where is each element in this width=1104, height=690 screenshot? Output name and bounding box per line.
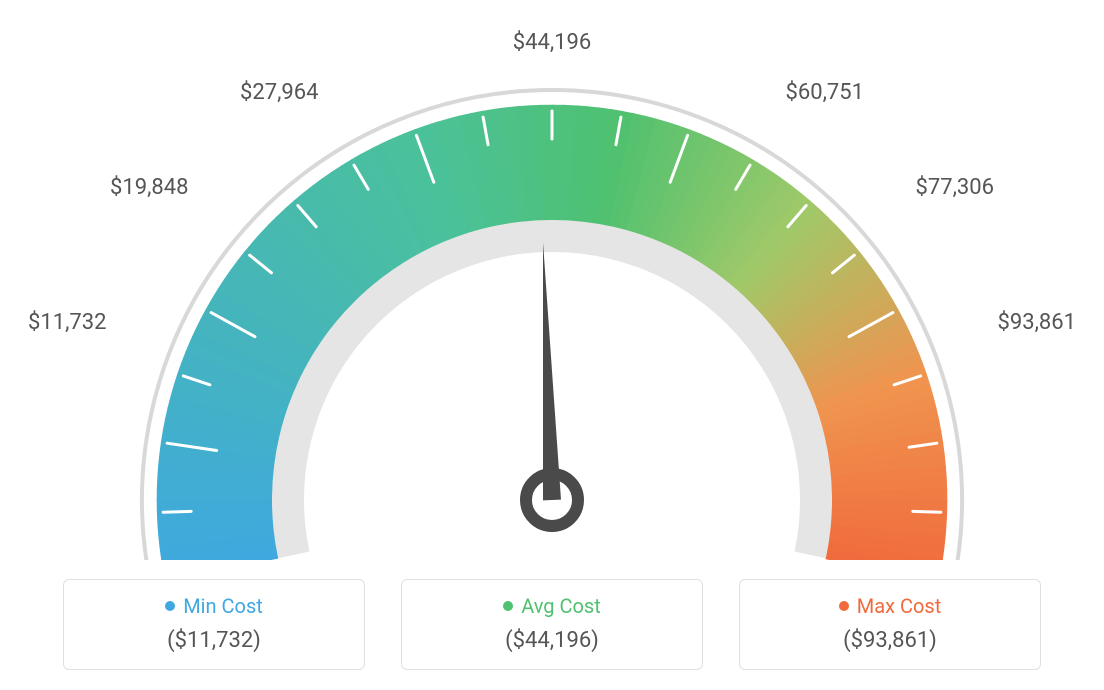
legend-row: Min Cost ($11,732) Avg Cost ($44,196) Ma… — [0, 579, 1104, 670]
legend-min-label: Min Cost — [183, 594, 263, 618]
gauge-tick-label: $60,751 — [785, 80, 864, 105]
gauge-tick-label: $77,306 — [915, 175, 994, 200]
legend-avg-label: Avg Cost — [521, 594, 601, 618]
gauge-tick-label: $44,196 — [513, 30, 592, 55]
legend-min-value: ($11,732) — [167, 628, 261, 653]
gauge-tick-label: $19,848 — [110, 175, 189, 200]
legend-dot-min — [165, 601, 175, 611]
legend-avg-value: ($44,196) — [505, 628, 599, 653]
gauge-tick-label: $27,964 — [240, 80, 319, 105]
gauge-chart: $11,732 $19,848 $27,964 $44,196 $60,751 $77,3… — [0, 0, 1104, 560]
legend-dot-max — [839, 601, 849, 611]
legend-max: Max Cost ($93,861) — [739, 579, 1041, 670]
legend-max-value: ($93,861) — [843, 628, 937, 653]
legend-avg: Avg Cost ($44,196) — [401, 579, 703, 670]
gauge-tick-label: $93,861 — [997, 310, 1076, 335]
gauge-tick-label: $11,732 — [28, 310, 107, 335]
legend-max-label: Max Cost — [857, 594, 942, 618]
cost-gauge-widget: $11,732 $19,848 $27,964 $44,196 $60,751 $77,3… — [0, 0, 1104, 690]
gauge-needle — [526, 242, 578, 526]
legend-min: Min Cost ($11,732) — [63, 579, 365, 670]
legend-dot-avg — [503, 601, 513, 611]
